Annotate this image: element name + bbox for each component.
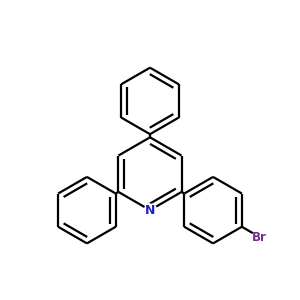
Text: Br: Br (252, 231, 267, 244)
Text: N: N (145, 204, 155, 217)
